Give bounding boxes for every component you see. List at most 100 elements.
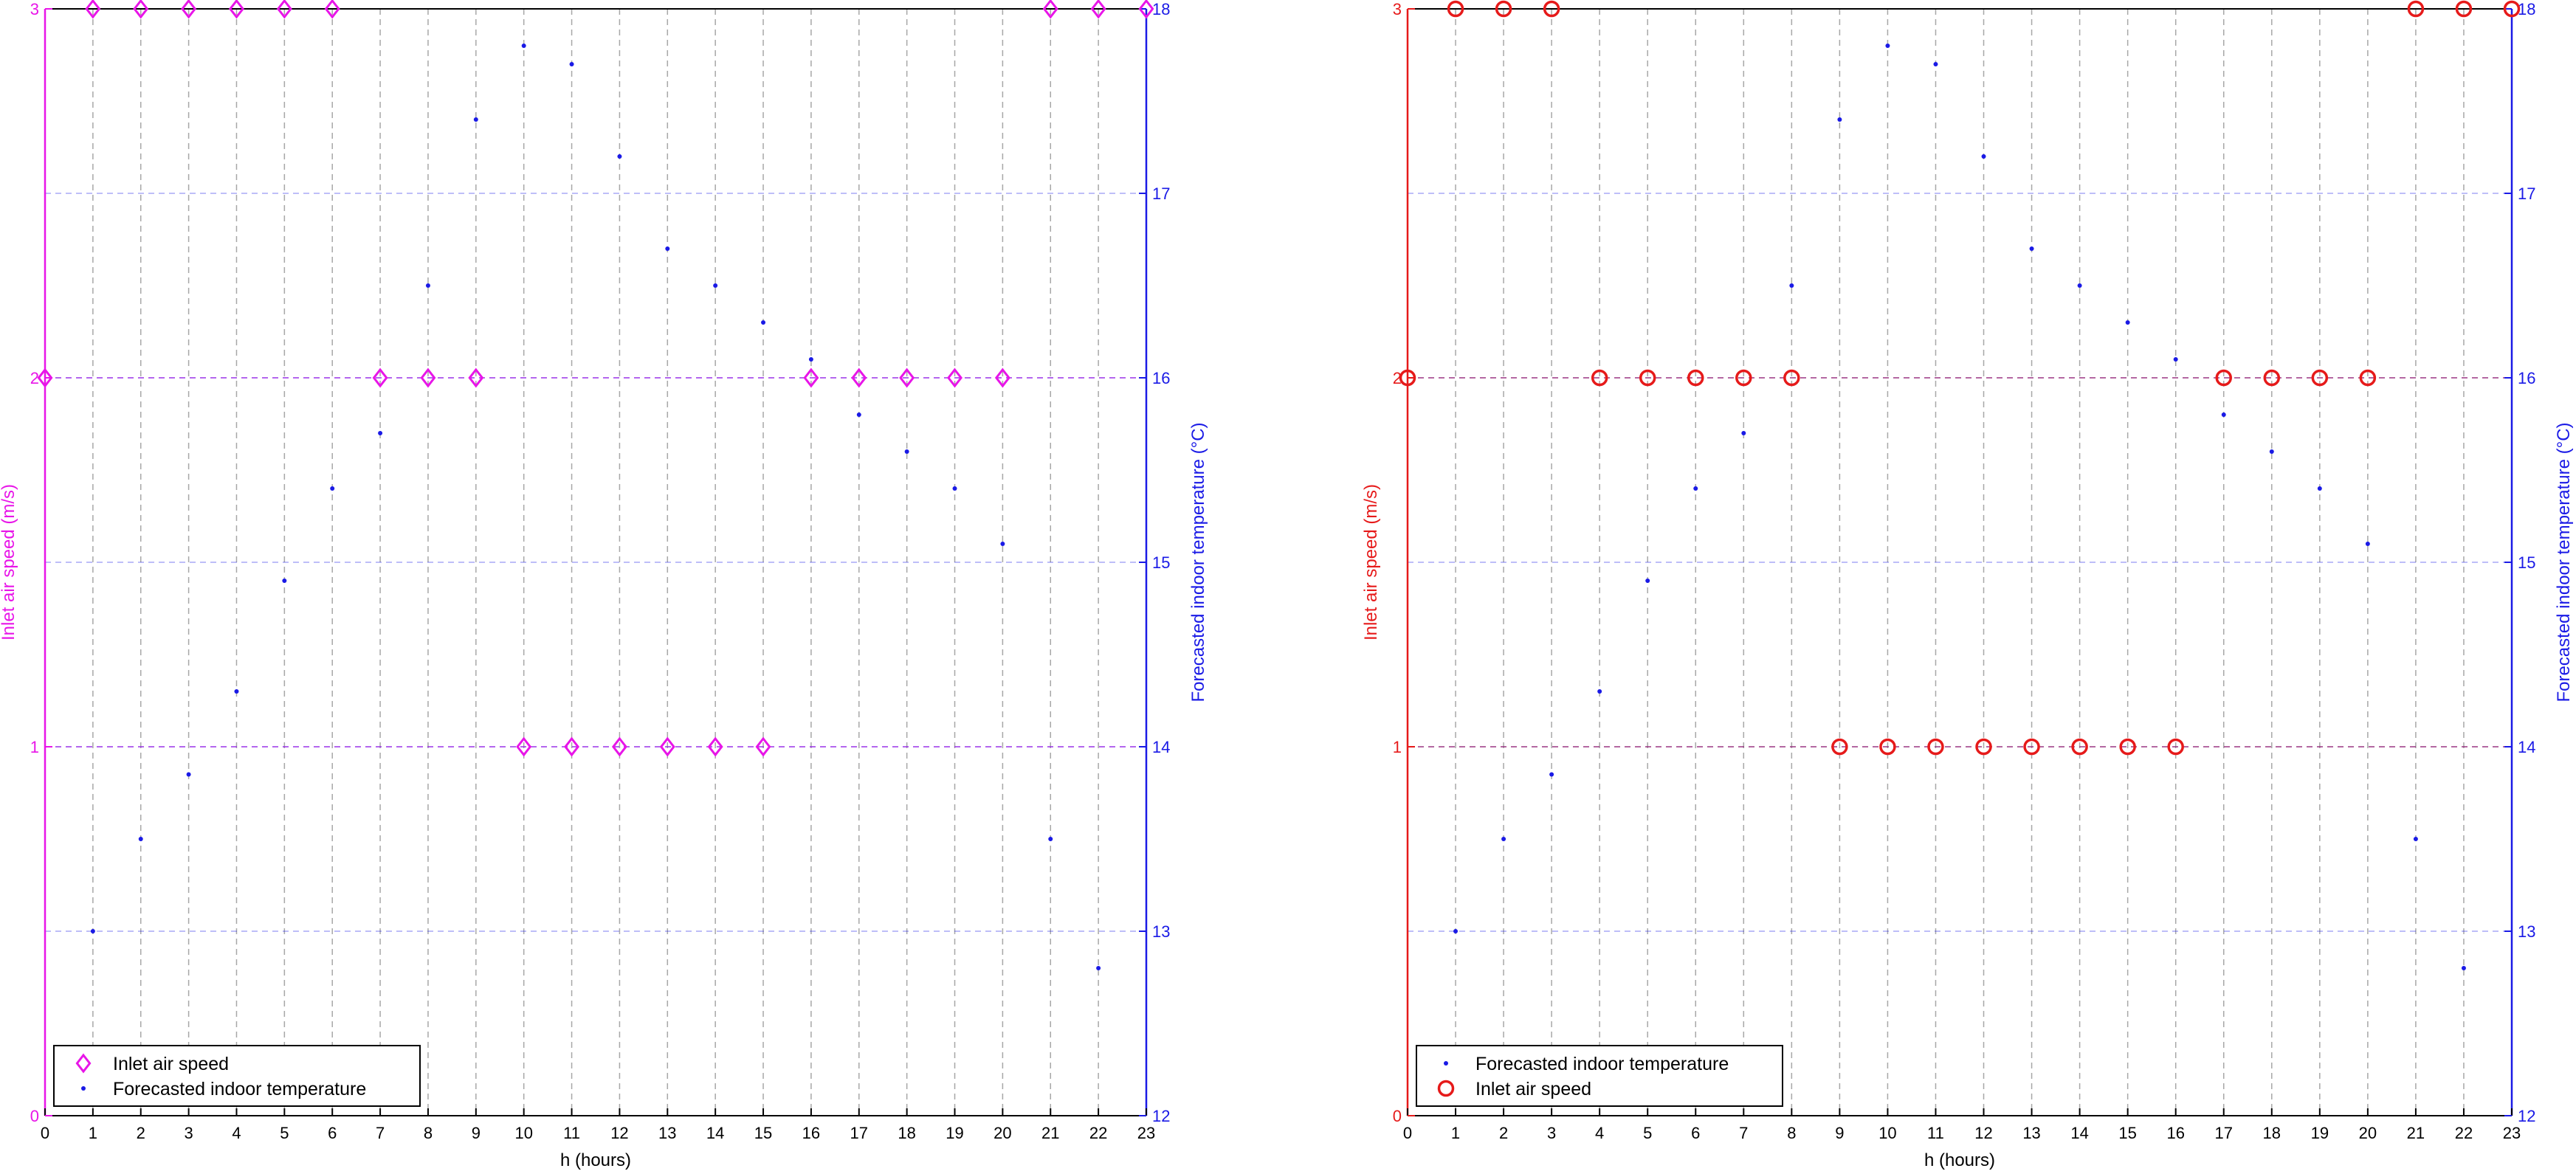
inlet-air-speed-point [228, 0, 244, 19]
inlet-air-speed-point [803, 367, 819, 388]
inlet-air-speed-point [851, 367, 867, 388]
temperature-point [1501, 837, 1506, 841]
y-right-tick-label: 15 [1152, 553, 1170, 572]
inlet-air-speed-point [2167, 738, 2184, 756]
x-tick-label: 14 [2070, 1124, 2088, 1142]
plot-area [45, 9, 1146, 1116]
inlet-air-speed-point [468, 367, 484, 388]
x-tick-label: 5 [1643, 1124, 1652, 1142]
y-left-axis-label: Inlet air speed (m/s) [1361, 484, 1381, 640]
legend-marker [1444, 1061, 1448, 1066]
x-tick-label: 16 [2166, 1124, 2184, 1142]
x-tick-label: 20 [993, 1124, 1011, 1142]
temperature-point [234, 689, 239, 694]
x-tick-label: 13 [2022, 1124, 2040, 1142]
x-tick-label: 0 [41, 1124, 49, 1142]
inlet-air-speed-point [611, 736, 627, 757]
inlet-air-speed-point [85, 0, 101, 19]
y-left-tick-label: 2 [1393, 369, 1402, 387]
x-tick-label: 12 [610, 1124, 628, 1142]
x-tick-label: 7 [376, 1124, 385, 1142]
x-tick-label: 18 [2263, 1124, 2281, 1142]
inlet-air-speed-point [2071, 738, 2088, 756]
inlet-air-speed-point [899, 367, 915, 388]
temperature-point [2077, 283, 2082, 288]
x-tick-label: 14 [706, 1124, 724, 1142]
temperature-point [1933, 62, 1938, 66]
legend-marker [75, 1053, 92, 1074]
y-left-tick-label: 0 [30, 1107, 39, 1125]
temperature-point [617, 154, 622, 159]
y-left-tick-label: 0 [1393, 1107, 1402, 1125]
temperature-point [856, 412, 861, 417]
grid [45, 9, 1146, 1116]
inlet-air-speed-point [1138, 0, 1154, 19]
y-right-tick-label: 17 [1152, 184, 1170, 203]
temperature-point [2461, 966, 2466, 970]
inlet-air-speed-point [181, 0, 197, 19]
x-tick-label: 21 [2407, 1124, 2425, 1142]
temperature-point [569, 62, 574, 66]
chart-right: 0 1 2 3 4 5 6 7 8 9 10 11 12 13 14 15 16 17 18 19 20 21 22 2301… [1361, 0, 2574, 1170]
inlet-air-speed-point [1090, 0, 1106, 19]
x-tick-label: 20 [2359, 1124, 2377, 1142]
y-right-tick-label: 17 [2518, 184, 2535, 203]
x-tick-label: 1 [89, 1124, 97, 1142]
temperature-point [1837, 117, 1842, 122]
legend: Inlet air speed Forecasted indoor tempera… [53, 1045, 421, 1107]
x-tick-label: 17 [850, 1124, 868, 1142]
legend-label: Inlet air speed [113, 1054, 229, 1074]
temperature-point [2221, 412, 2226, 417]
inlet-air-speed-point [2119, 738, 2136, 756]
legend: Forecasted indoor temperature Inlet air s… [1416, 1045, 1783, 1107]
y-right-axis-label: Forecasted indoor temperature (°C) [1188, 422, 1208, 702]
x-tick-label: 2 [137, 1124, 145, 1142]
x-tick-label: 9 [1835, 1124, 1844, 1142]
x-tick-label: 10 [514, 1124, 532, 1142]
x-tick-label: 23 [2503, 1124, 2521, 1142]
temperature-point [1741, 431, 1746, 435]
x-tick-label: 8 [424, 1124, 433, 1142]
temperature-point [665, 246, 670, 251]
inlet-air-speed-point [1042, 0, 1058, 19]
legend-label: Forecasted indoor temperature [113, 1079, 366, 1099]
x-tick-label: 22 [2455, 1124, 2473, 1142]
inlet-air-speed-point [1783, 369, 1800, 387]
temperature-point [1693, 486, 1698, 491]
x-tick-label: 2 [1499, 1124, 1508, 1142]
y-left-axis-label: Inlet air speed (m/s) [0, 484, 18, 640]
legend-marker [81, 1086, 86, 1091]
inlet-air-speed-point [1735, 369, 1752, 387]
y-left-tick-label: 1 [30, 738, 39, 756]
inlet-air-speed-point [564, 736, 580, 757]
grid [1408, 9, 2512, 1116]
inlet-air-speed-point [1687, 369, 1704, 387]
chart-left: 0 1 2 3 4 5 6 7 8 9 10 11 12 13 14 15 16 17 18 19 20 21 22 2301… [0, 0, 1208, 1170]
x-tick-label: 12 [1974, 1124, 1992, 1142]
temperature-point [1549, 772, 1554, 777]
y-right-tick-label: 13 [2518, 922, 2535, 941]
x-tick-label: 21 [1041, 1124, 1059, 1142]
temperature-point [1096, 966, 1101, 970]
x-axis-label: h (hours) [560, 1150, 631, 1170]
x-tick-label: 9 [472, 1124, 481, 1142]
x-tick-label: 10 [1878, 1124, 1896, 1142]
temperature-point [2413, 837, 2418, 841]
temperature-point [2317, 486, 2322, 491]
x-tick-label: 0 [1403, 1124, 1412, 1142]
y-right-tick-label: 18 [2518, 0, 2535, 18]
temperature-point [1885, 44, 1890, 48]
temperature-point [2029, 246, 2034, 251]
inlet-air-speed-point [372, 367, 388, 388]
x-tick-label: 19 [946, 1124, 963, 1142]
inlet-air-speed-point [947, 367, 963, 388]
temperature-point [2269, 449, 2274, 454]
x-tick-label: 15 [2118, 1124, 2136, 1142]
inlet-air-speed-point [1399, 369, 1416, 387]
temperature-point [1597, 689, 1602, 694]
inlet-air-speed-point [994, 367, 1010, 388]
y-left-tick-label: 3 [30, 0, 39, 18]
y-right-axis-label: Forecasted indoor temperature (°C) [2554, 422, 2574, 702]
y-left-tick-label: 3 [1393, 0, 1402, 18]
